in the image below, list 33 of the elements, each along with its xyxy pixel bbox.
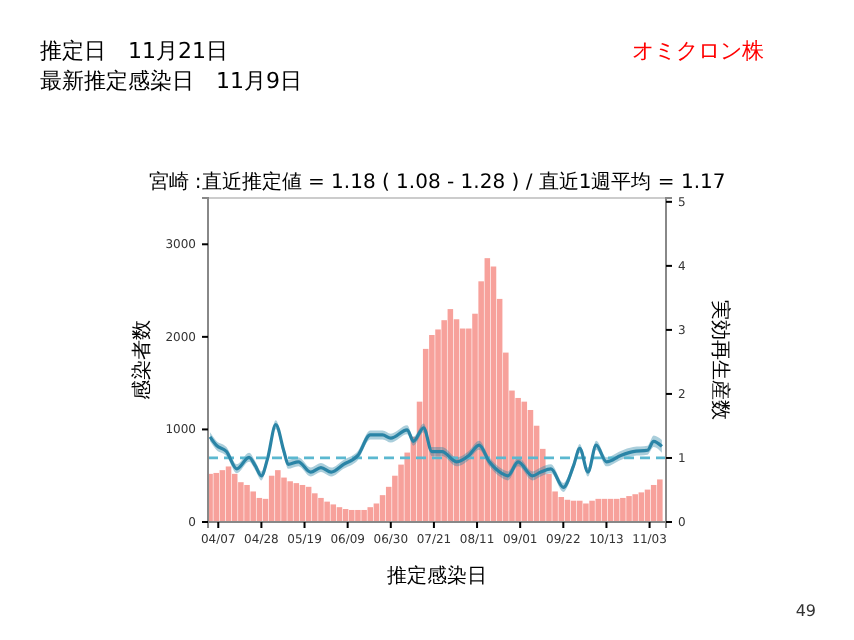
bar <box>620 497 626 522</box>
bar <box>576 500 583 522</box>
bar <box>361 509 367 522</box>
bar <box>595 498 601 522</box>
y-axis-title: 感染者数 <box>130 320 154 400</box>
text: 最新推定感染日 11月9日 <box>40 68 302 94</box>
text: オミクロン株 <box>632 38 764 64</box>
bar <box>238 482 244 522</box>
bar <box>324 501 330 522</box>
chart-title: 宮崎 :直近推定値 = 1.18 ( 1.08 - 1.28 ) / 直近1週平均 = 1.17 <box>148 170 726 194</box>
bar <box>244 484 250 522</box>
bar <box>287 481 293 522</box>
bar <box>515 397 521 522</box>
bar <box>367 507 374 522</box>
bar <box>429 335 435 522</box>
bar <box>632 494 638 522</box>
bar <box>318 497 324 522</box>
bar <box>275 470 281 522</box>
bar <box>589 500 595 522</box>
text: 49 <box>795 602 816 620</box>
bar <box>213 472 219 522</box>
bar <box>312 493 318 522</box>
bar <box>355 509 361 522</box>
x-axis-title: 推定感染日 <box>387 564 487 588</box>
bar <box>348 509 355 522</box>
text: 推定日 11月21日 <box>40 38 228 64</box>
bar <box>657 479 663 522</box>
bar <box>583 503 589 522</box>
bar <box>250 491 256 522</box>
bar <box>626 496 632 522</box>
bar <box>558 497 565 522</box>
y2-axis-title: 実効再生産数 <box>708 300 732 420</box>
bar <box>281 477 287 522</box>
